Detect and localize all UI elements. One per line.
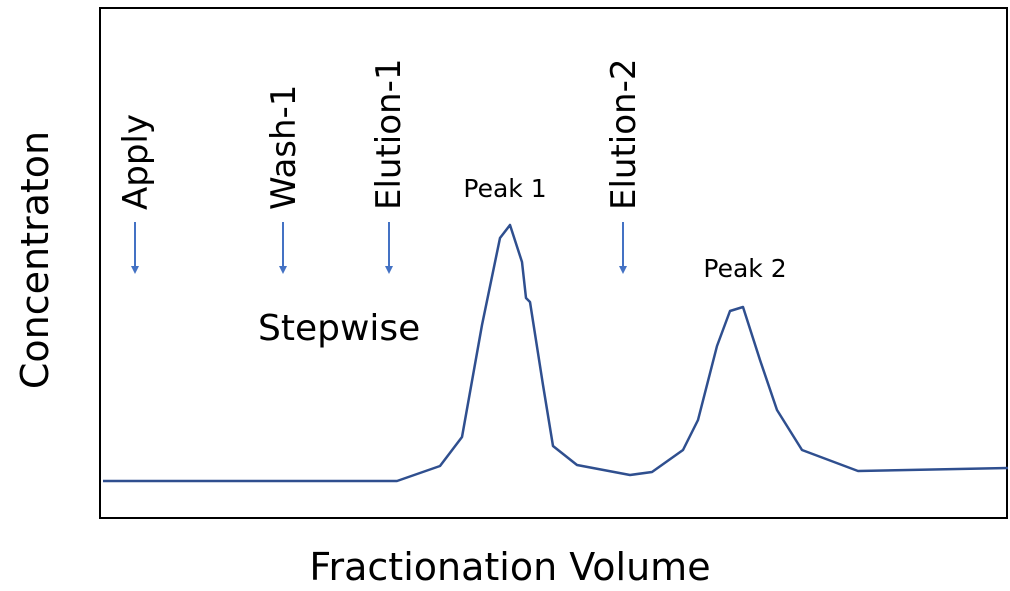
peak-label: Peak 2 [703,254,786,283]
elution-curve [103,223,1009,483]
step-label: Elution-1 [369,58,409,210]
peak-label: Peak 1 [463,174,546,203]
step-label: Wash-1 [264,85,304,210]
x-axis-label: Fractionation Volume [309,545,710,587]
step-label: Apply [116,114,156,210]
step-elution-2: Elution-2 [604,58,644,274]
step-wash: Wash-1 [264,85,304,274]
plot-frame [99,7,1008,519]
annotation: Stepwise [258,308,420,349]
step-elution-1: Elution-1 [369,58,409,274]
step-apply: Apply [116,114,156,274]
step-label: Elution-2 [604,58,644,210]
y-axis-label: Concentraton [13,131,57,389]
